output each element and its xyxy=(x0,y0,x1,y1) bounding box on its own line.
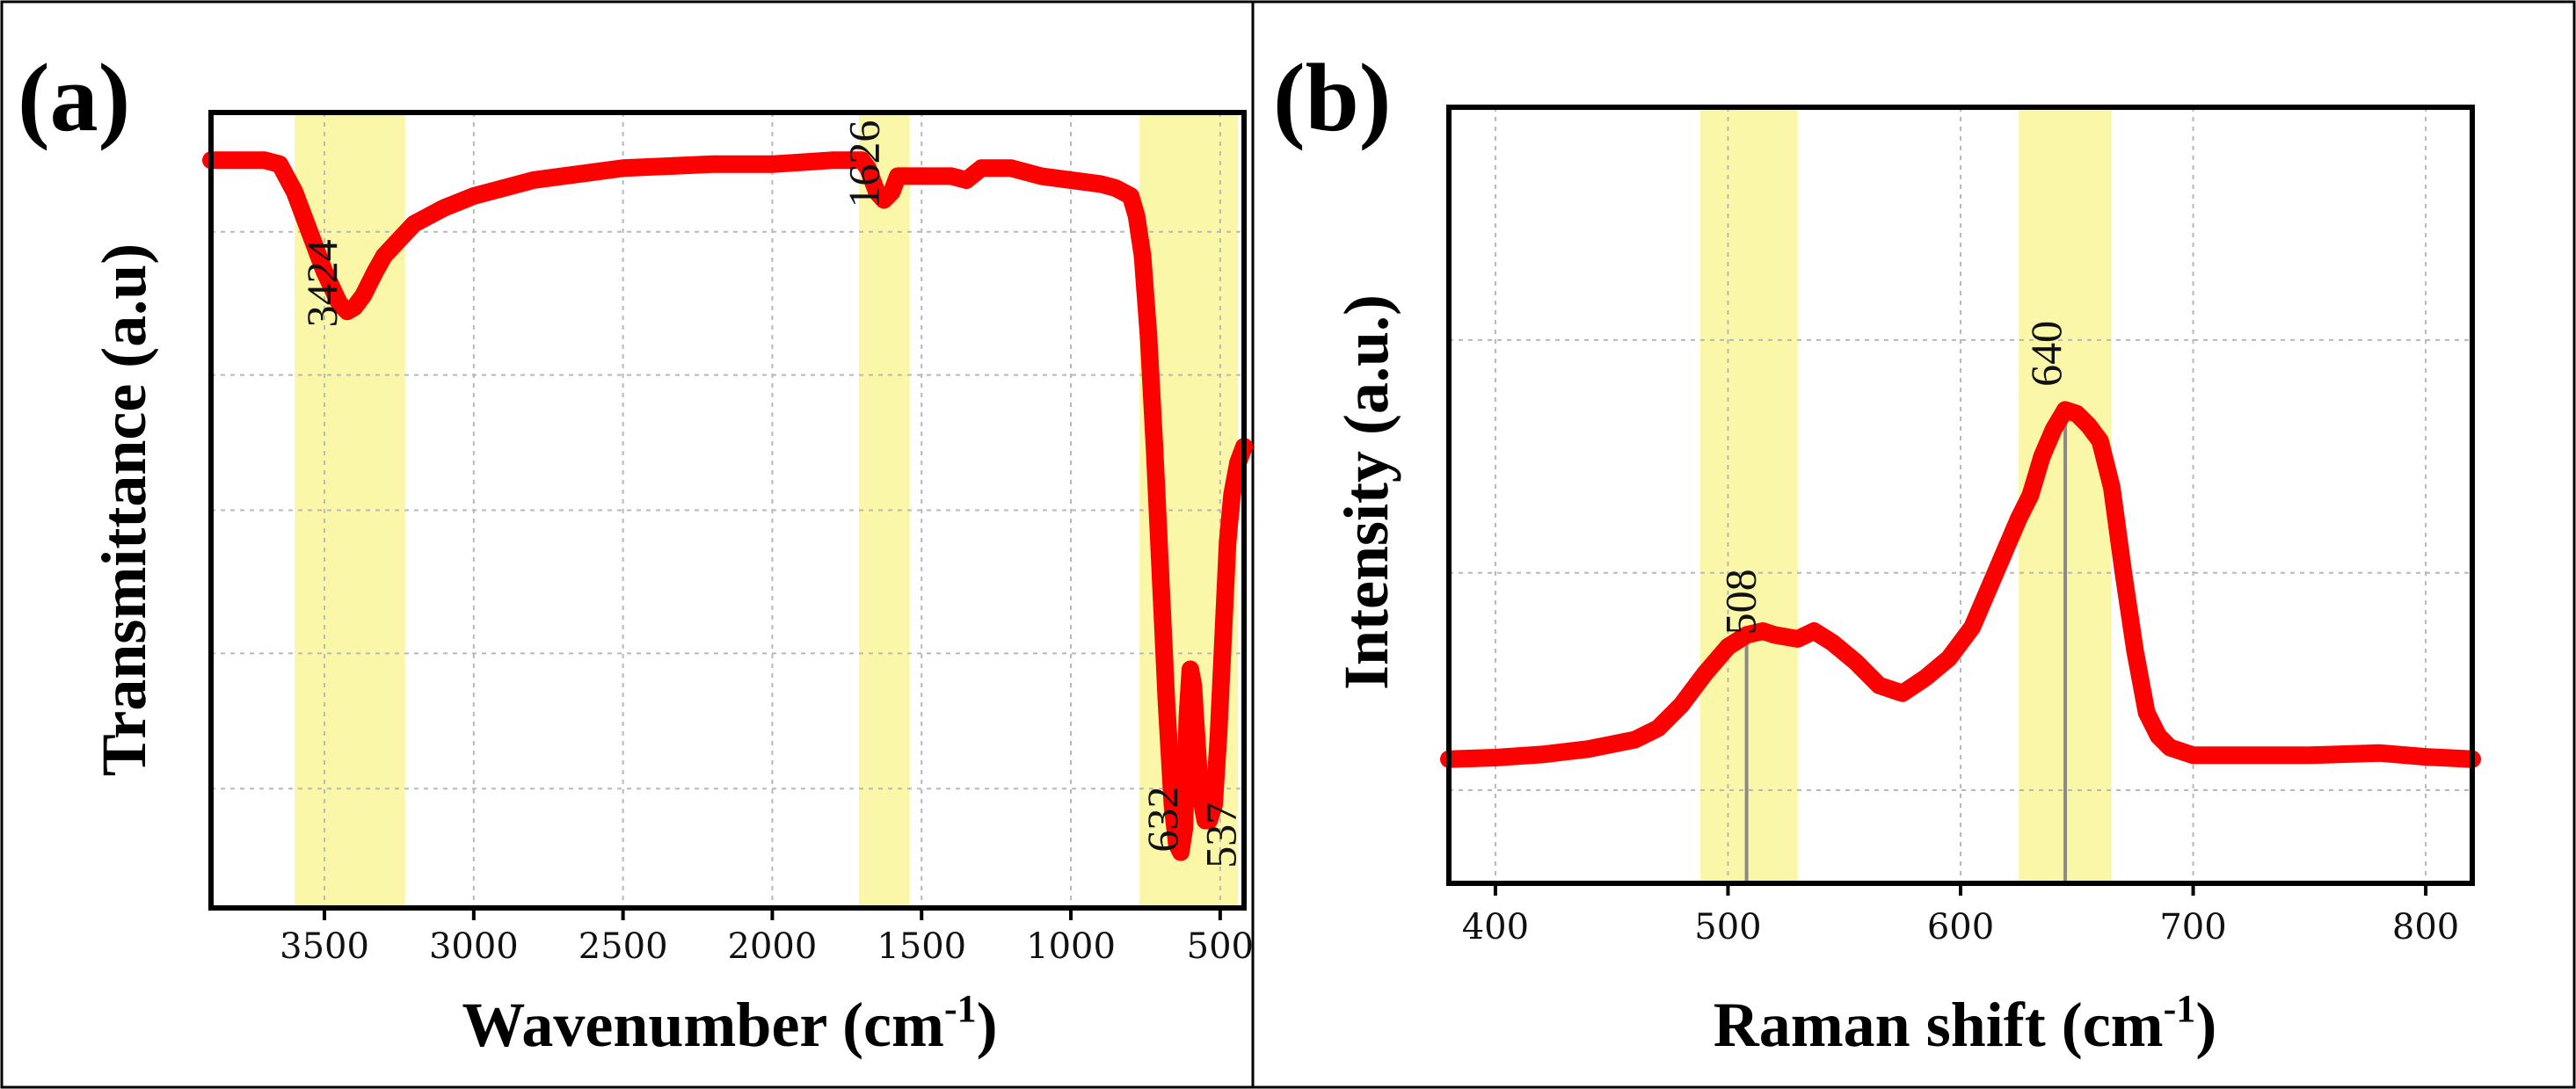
x-axis-title-superscript: -1 xyxy=(944,987,977,1030)
raman-spectrum-line xyxy=(1440,401,2481,768)
x-axis-title-main: Wavenumber (cm xyxy=(462,990,944,1060)
x-tick-label: 1000 xyxy=(1026,926,1116,967)
x-axis-title-close: ) xyxy=(2195,990,2216,1060)
x-tick-label: 600 xyxy=(1927,907,1994,947)
peak-label: 537 xyxy=(1196,802,1245,868)
x-tick-label: 400 xyxy=(1462,907,1529,947)
x-axis-ticks: 400 500 600 700 800 xyxy=(1462,883,2459,947)
x-tick-label: 3000 xyxy=(429,926,519,967)
peak-label: 640 xyxy=(2021,321,2070,387)
x-tick-label: 500 xyxy=(1187,926,1254,967)
peak-label: 1626 xyxy=(839,120,888,208)
plot-frame xyxy=(208,110,1247,911)
grid-lines xyxy=(1449,107,2472,883)
peak-label: 632 xyxy=(1138,787,1187,853)
ftir-spectrum-line xyxy=(202,151,1253,861)
peak-labels: 508 640 xyxy=(1716,321,2070,635)
x-axis-title-main: Raman shift (cm xyxy=(1714,990,2164,1060)
x-axis-ticks: 3500 3000 2500 2000 1500 1000 500 xyxy=(280,908,1254,967)
ftir-panel: 3500 3000 2500 2000 1500 1000 500 3424 1626 632 5… xyxy=(18,44,1254,1060)
x-axis-title-close: ) xyxy=(977,990,998,1060)
x-tick-label: 2000 xyxy=(728,926,818,967)
x-tick-label: 500 xyxy=(1694,907,1761,947)
x-axis-title: Raman shift (cm-1) xyxy=(1714,987,2217,1060)
x-axis-title-superscript: -1 xyxy=(2164,987,2196,1030)
highlight-band xyxy=(1699,107,1798,883)
peak-lines xyxy=(1744,410,2068,883)
x-tick-label: 3500 xyxy=(280,926,369,967)
x-tick-label: 1500 xyxy=(877,926,966,967)
y-axis-title: Intensity (a.u.) xyxy=(1331,294,1401,690)
x-tick-label: 800 xyxy=(2392,907,2459,947)
x-tick-label: 700 xyxy=(2159,907,2226,947)
raman-panel: 400 500 600 700 800 508 640 (b) Raman shift (… xyxy=(1273,44,2481,1060)
x-axis-title: Wavenumber (cm-1) xyxy=(462,987,997,1060)
y-axis-title: Transmittance (a.u) xyxy=(89,243,159,777)
grid-lines xyxy=(211,113,1244,908)
panel-label: (a) xyxy=(18,44,130,151)
peak-label: 3424 xyxy=(297,239,346,327)
x-tick-label: 2500 xyxy=(579,926,668,967)
peak-label: 508 xyxy=(1716,569,1765,635)
peak-labels: 3424 1626 632 537 xyxy=(297,120,1245,868)
panel-label: (b) xyxy=(1273,44,1391,151)
